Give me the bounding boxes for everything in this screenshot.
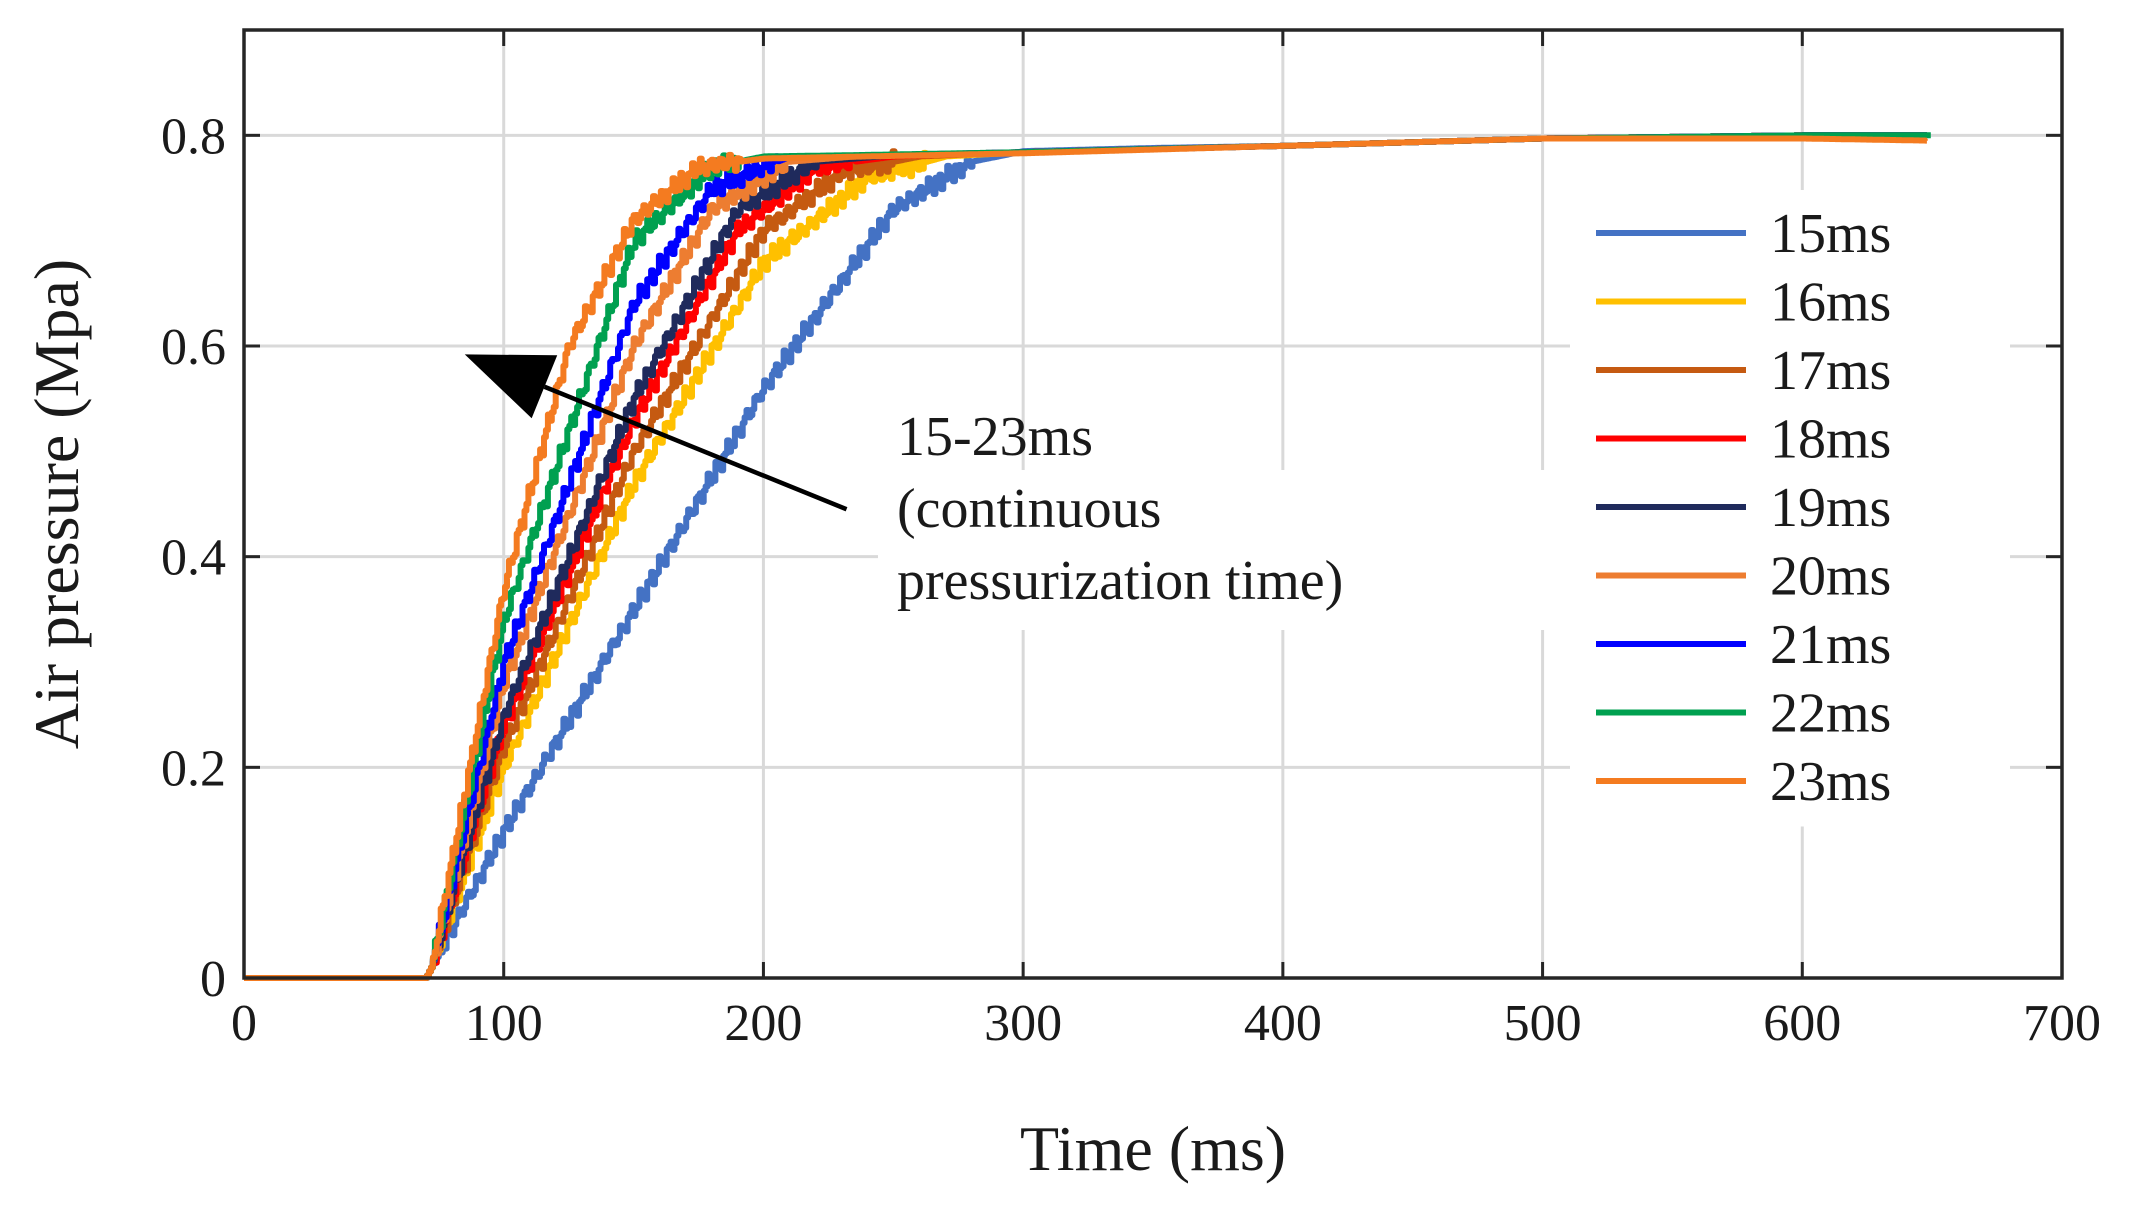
legend-label-22ms: 22ms: [1770, 683, 1891, 745]
x-tick-label: 200: [724, 995, 802, 1052]
x-tick-label: 0: [231, 995, 257, 1052]
x-tick-label: 400: [1244, 995, 1322, 1052]
legend-label-17ms: 17ms: [1770, 340, 1891, 402]
legend-label-15ms: 15ms: [1770, 203, 1891, 265]
y-tick-label: 0.2: [161, 740, 226, 797]
plot-frame: [242, 28, 2064, 980]
x-tick-label: 300: [984, 995, 1062, 1052]
x-axis-title: Time (ms): [1020, 1113, 1286, 1184]
legend-label-19ms: 19ms: [1770, 477, 1891, 539]
annotation-line-2: (continuous: [897, 478, 1161, 540]
y-tick-label: 0: [200, 951, 226, 1008]
y-tick-label: 0.8: [161, 108, 226, 165]
legend-label-21ms: 21ms: [1770, 614, 1891, 676]
annotation-line-3: pressurization time): [897, 550, 1343, 612]
series-line-23ms: [242, 135, 1928, 981]
y-axis-title: Air pressure (Mpa): [21, 259, 92, 750]
axis-ticks: [242, 30, 2064, 980]
x-tick-label: 700: [2023, 995, 2101, 1052]
annotation-arrow: [543, 384, 848, 512]
legend-label-23ms: 23ms: [1770, 751, 1891, 813]
legend-label-18ms: 18ms: [1770, 409, 1891, 471]
series-lines: [242, 132, 1932, 981]
x-tick-label: 500: [1504, 995, 1582, 1052]
y-tick-label: 0.4: [161, 530, 226, 587]
annotation-arrowhead: [464, 354, 558, 419]
tick-labels: 0 100 200 300 400 500 600 700 0 0.2 0.4 0.6 0.8: [161, 108, 2101, 1052]
x-tick-label: 100: [465, 995, 543, 1052]
legend-label-20ms: 20ms: [1770, 546, 1891, 608]
legend-label-16ms: 16ms: [1770, 272, 1891, 334]
y-tick-label: 0.6: [161, 319, 226, 376]
x-tick-label: 600: [1763, 995, 1841, 1052]
annotation-line-1: 15-23ms: [897, 406, 1093, 468]
